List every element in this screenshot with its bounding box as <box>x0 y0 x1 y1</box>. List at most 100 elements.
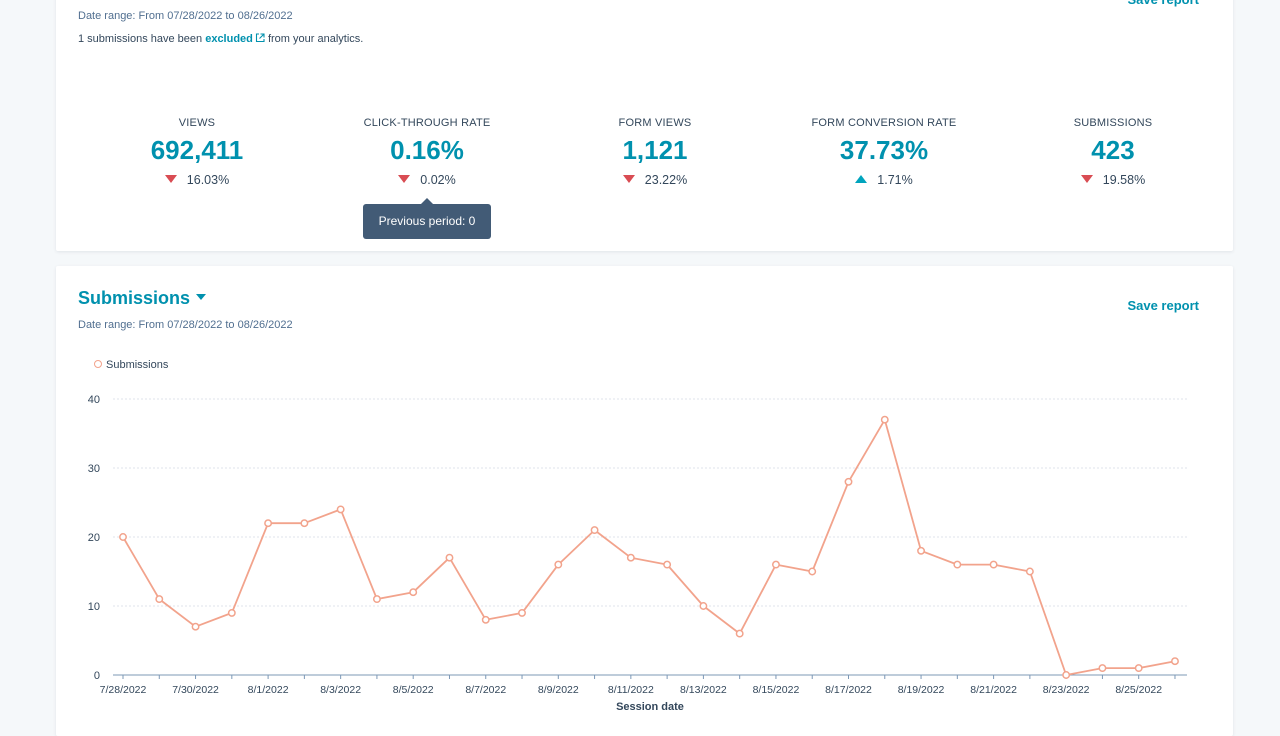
kpi-value: 692,411 <box>150 135 244 165</box>
kpi-change-value: 1.71% <box>877 173 913 187</box>
data-point <box>300 519 309 528</box>
data-point <box>989 560 998 569</box>
data-point <box>1171 657 1179 666</box>
data-point <box>844 477 853 486</box>
submissions-report-card: Submissions Save report Date range: From… <box>56 266 1233 736</box>
external-link-icon[interactable] <box>255 33 265 46</box>
kpi-change: 1.71% <box>784 173 984 187</box>
x-tick-label: 8/3/2022 <box>320 684 361 696</box>
y-tick-label: 0 <box>94 670 100 682</box>
excluded-note: 1 submissions have been excluded from yo… <box>78 33 363 46</box>
previous-period-tooltip: Previous period: 0 <box>363 198 491 239</box>
x-tick-label: 8/13/2022 <box>680 684 727 696</box>
x-tick-label: 8/1/2022 <box>248 684 289 696</box>
data-point <box>409 588 418 597</box>
decrease-arrow-icon <box>622 175 635 183</box>
data-point <box>808 567 817 576</box>
data-point <box>518 608 526 617</box>
data-point <box>445 553 454 562</box>
data-point <box>626 553 635 562</box>
data-point <box>191 622 200 631</box>
kpi-value: 0.16% <box>390 135 464 165</box>
data-point <box>1025 567 1034 576</box>
x-tick-label: 8/25/2022 <box>1115 684 1162 696</box>
legend-label: Submissions <box>106 359 169 371</box>
report-title-dropdown[interactable]: Submissions <box>78 288 207 309</box>
data-point <box>772 560 780 569</box>
excluded-link-label[interactable]: excluded <box>205 33 253 45</box>
kpi-label: SUBMISSIONS <box>1073 117 1153 129</box>
kpi-change: 23.22% <box>555 173 755 187</box>
data-point <box>699 602 708 610</box>
kpi-change-value: 16.03% <box>186 173 230 187</box>
x-tick-label: 8/17/2022 <box>825 684 872 696</box>
date-range: Date range: From 07/28/2022 to 08/26/202… <box>78 319 293 331</box>
kpi-change-value: 19.58% <box>1102 173 1146 187</box>
x-tick-label: 7/30/2022 <box>172 684 219 696</box>
x-tick-label: 8/7/2022 <box>465 684 506 696</box>
x-axis-title: Session date <box>616 701 684 713</box>
kpi-label: CLICK-THROUGH RATE <box>363 117 491 129</box>
data-point <box>155 595 164 604</box>
kpi-value: 423 <box>1091 135 1135 165</box>
kpi-label: VIEWS <box>178 117 216 129</box>
tooltip-caret <box>420 198 434 205</box>
x-tick-label: 8/23/2022 <box>1043 684 1090 696</box>
y-tick-label: 20 <box>88 532 100 544</box>
x-tick-label: 7/28/2022 <box>100 684 147 696</box>
kpi-value: 1,121 <box>622 135 688 165</box>
kpi-change: 19.58% <box>1013 173 1213 187</box>
x-tick-label: 8/19/2022 <box>898 684 945 696</box>
kpi-click-through-rate[interactable]: CLICK-THROUGH RATE 0.16% 0.02% <box>327 117 527 187</box>
caret-down-icon[interactable] <box>196 294 207 300</box>
data-point <box>119 533 127 541</box>
excluded-link[interactable]: excluded <box>205 33 265 45</box>
kpi-value: 37.73% <box>839 135 929 165</box>
data-point <box>336 505 345 514</box>
analytics-summary-card: Save report Date range: From 07/28/2022 … <box>56 0 1233 251</box>
data-point <box>554 560 563 569</box>
kpi-views: VIEWS 692,411 16.03% <box>97 117 297 187</box>
x-tick-label: 8/21/2022 <box>970 684 1017 696</box>
x-tick-label: 8/11/2022 <box>608 684 654 696</box>
kpi-form-views: FORM VIEWS 1,121 23.22% <box>555 117 755 187</box>
data-point <box>880 415 889 424</box>
x-tick-label: 8/5/2022 <box>393 684 434 696</box>
data-point <box>1098 664 1107 673</box>
submissions-line-chart: 0 10 20 30 40 7/28/2022 7/30/2022 8/1/2022 8/3/2… <box>88 394 1187 713</box>
data-point <box>590 526 599 535</box>
data-point <box>1134 664 1143 673</box>
date-range-top: Date range: From 07/28/2022 to 08/26/202… <box>78 10 293 22</box>
kpi-change[interactable]: 0.02% <box>327 173 527 187</box>
data-point <box>1062 671 1071 679</box>
decrease-arrow-icon <box>164 175 177 183</box>
data-point <box>917 546 925 555</box>
tooltip-text: Previous period: 0 <box>378 214 476 228</box>
series-line-submissions <box>122 418 1176 676</box>
save-report-link-top[interactable]: Save report <box>1127 0 1199 7</box>
data-point <box>227 608 236 617</box>
x-tick-label: 8/9/2022 <box>538 684 579 696</box>
data-point <box>735 629 744 638</box>
decrease-arrow-icon <box>1080 175 1093 183</box>
save-report-button[interactable]: Save report <box>1127 298 1199 313</box>
data-point <box>953 560 962 569</box>
decrease-arrow-icon <box>398 175 411 183</box>
data-point <box>481 615 490 624</box>
kpi-form-conversion-rate: FORM CONVERSION RATE 37.73% 1.71% <box>784 117 984 187</box>
kpi-label: FORM VIEWS <box>618 117 692 129</box>
legend-marker-icon <box>94 360 102 368</box>
y-tick-label: 40 <box>88 394 100 406</box>
excluded-suffix: from your analytics. <box>267 33 364 45</box>
data-point <box>264 519 273 528</box>
y-tick-label: 30 <box>88 463 100 475</box>
kpi-change: 16.03% <box>97 173 297 187</box>
data-point <box>372 595 381 604</box>
chart-legend-item[interactable]: Submissions <box>94 359 168 371</box>
increase-arrow-icon <box>855 175 868 183</box>
data-point <box>663 560 672 569</box>
kpi-change-value: 0.02% <box>420 173 456 187</box>
kpi-change-value: 23.22% <box>644 173 688 187</box>
report-title[interactable]: Submissions <box>78 288 191 308</box>
excluded-prefix: 1 submissions have been <box>78 33 203 45</box>
